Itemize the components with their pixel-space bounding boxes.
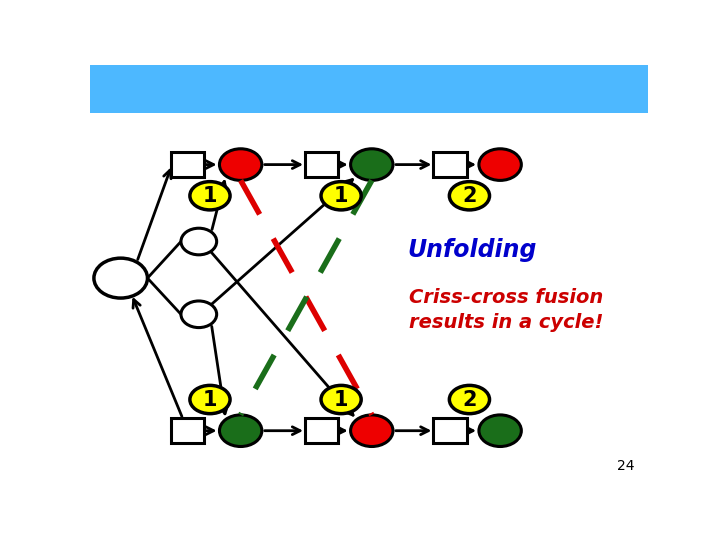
FancyBboxPatch shape [433, 418, 467, 443]
Circle shape [479, 149, 521, 180]
Text: 1: 1 [203, 389, 217, 409]
Ellipse shape [321, 386, 361, 414]
FancyBboxPatch shape [305, 418, 338, 443]
Text: 2: 2 [462, 389, 477, 409]
Circle shape [220, 149, 262, 180]
Circle shape [220, 415, 262, 447]
Text: 1: 1 [334, 186, 348, 206]
Text: Problem: cycles: Problem: cycles [100, 72, 397, 105]
FancyBboxPatch shape [433, 152, 467, 177]
Circle shape [351, 415, 393, 447]
Circle shape [181, 301, 217, 328]
FancyBboxPatch shape [305, 152, 338, 177]
Text: 1: 1 [334, 389, 348, 409]
Text: 24: 24 [616, 459, 634, 473]
Ellipse shape [449, 181, 490, 210]
Ellipse shape [190, 181, 230, 210]
Text: 2: 2 [462, 186, 477, 206]
Circle shape [94, 258, 148, 298]
FancyBboxPatch shape [90, 65, 648, 113]
Ellipse shape [190, 386, 230, 414]
FancyBboxPatch shape [171, 152, 204, 177]
Text: Unfolding: Unfolding [408, 238, 537, 262]
Circle shape [351, 149, 393, 180]
Text: Criss-cross fusion
results in a cycle!: Criss-cross fusion results in a cycle! [408, 288, 603, 332]
FancyBboxPatch shape [171, 418, 204, 443]
Ellipse shape [449, 386, 490, 414]
Circle shape [181, 228, 217, 255]
Text: 1: 1 [203, 186, 217, 206]
Circle shape [479, 415, 521, 447]
Ellipse shape [321, 181, 361, 210]
